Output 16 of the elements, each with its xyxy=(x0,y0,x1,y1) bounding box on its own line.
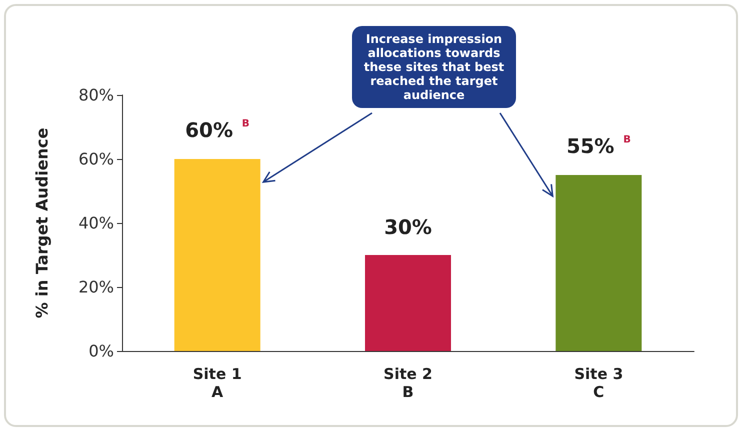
x-tick-label: Site 2 B xyxy=(384,365,432,401)
y-tick-label: 40% xyxy=(78,214,114,232)
y-tick-label: 0% xyxy=(88,342,114,360)
y-axis-title: % in Target Audience xyxy=(32,128,52,318)
annotation: Increase impression allocations towards these sites that best reached the target audience xyxy=(352,26,516,108)
data-label: 55% B xyxy=(566,134,631,158)
bar xyxy=(174,159,260,351)
x-tick-label: Site 3 C xyxy=(574,365,624,401)
bar xyxy=(556,175,642,351)
data-label: 60% B xyxy=(185,118,250,142)
y-tick-label: 80% xyxy=(78,86,114,104)
y-tick-label: 20% xyxy=(78,278,114,296)
y-tick-label: 60% xyxy=(78,150,114,168)
x-tick-label: Site 1 A xyxy=(192,365,242,401)
data-label: 30% xyxy=(384,215,432,239)
bar xyxy=(365,255,451,351)
